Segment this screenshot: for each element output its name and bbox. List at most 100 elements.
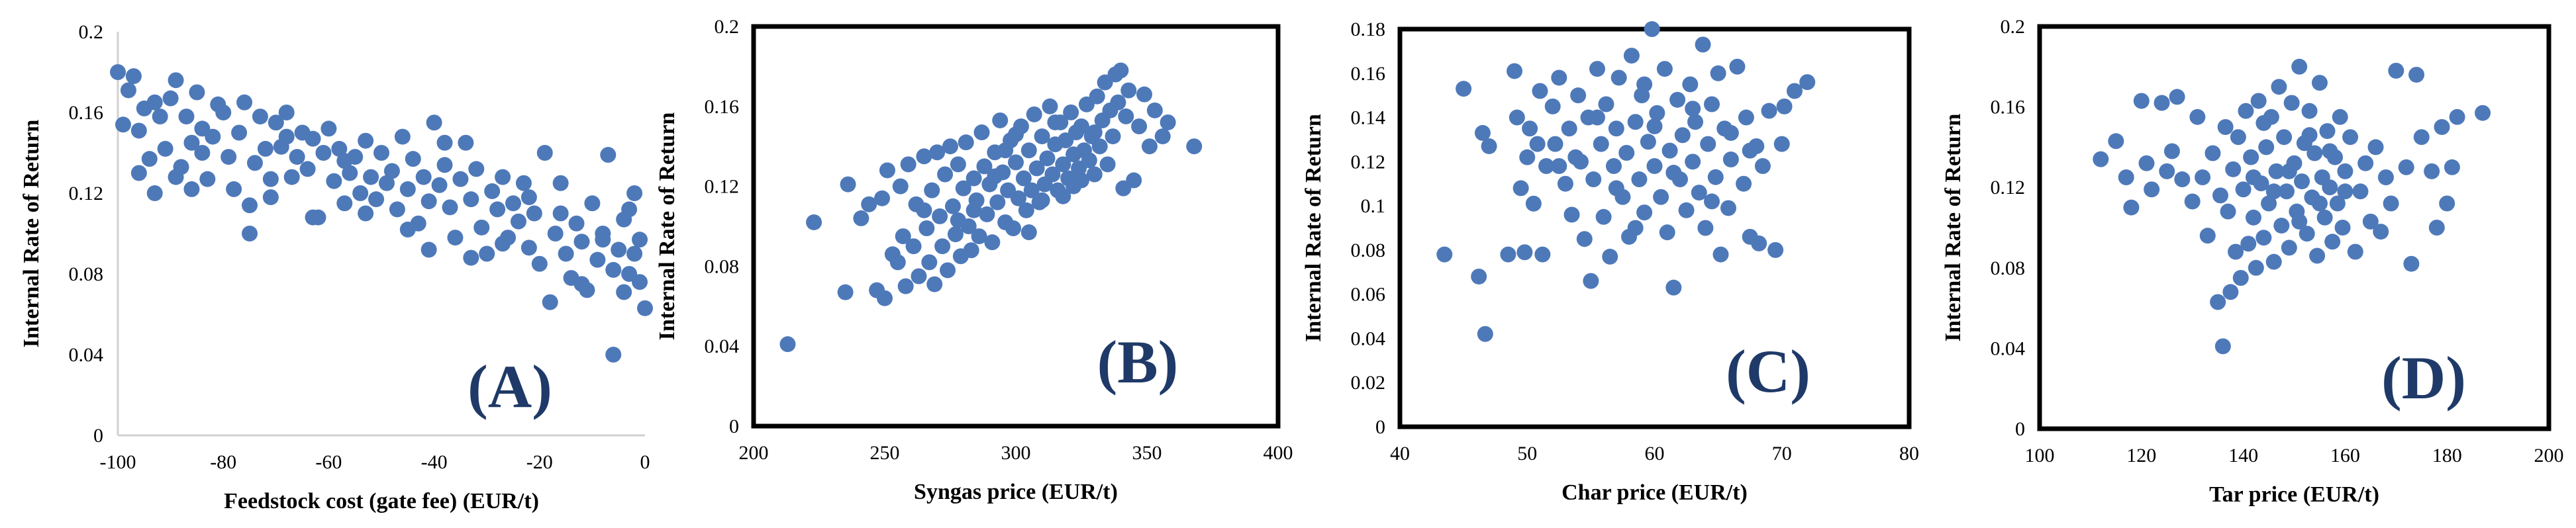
data-point bbox=[2428, 220, 2445, 236]
data-point bbox=[926, 276, 943, 292]
data-point bbox=[2334, 220, 2351, 236]
data-point bbox=[1754, 158, 1771, 175]
data-point bbox=[2408, 66, 2425, 83]
data-point bbox=[889, 254, 906, 271]
data-point bbox=[632, 232, 648, 248]
data-point bbox=[336, 195, 353, 212]
data-point bbox=[1687, 114, 1704, 130]
data-point bbox=[1529, 136, 1546, 152]
data-point bbox=[2228, 243, 2244, 260]
x-tick-label: 70 bbox=[1772, 443, 1792, 464]
data-point bbox=[458, 134, 474, 151]
data-point bbox=[1646, 118, 1663, 134]
data-point bbox=[2388, 62, 2404, 79]
data-point bbox=[895, 228, 911, 245]
panel-label: (A) bbox=[468, 353, 552, 420]
data-point bbox=[1020, 142, 1037, 159]
plot-frame bbox=[2037, 24, 2551, 431]
data-point bbox=[1089, 88, 1105, 105]
panel-label: (B) bbox=[1097, 328, 1179, 396]
data-point bbox=[1623, 48, 1640, 64]
data-point bbox=[1576, 231, 1593, 247]
data-point bbox=[632, 274, 648, 290]
data-point bbox=[1567, 149, 1584, 165]
data-point bbox=[246, 155, 263, 171]
data-point bbox=[1707, 169, 1724, 185]
data-point bbox=[2225, 161, 2242, 177]
data-point bbox=[326, 173, 342, 189]
x-axis-title: Tar price (EUR/t) bbox=[2209, 482, 2379, 507]
data-point bbox=[2281, 163, 2297, 179]
y-tick-label: 0.12 bbox=[1351, 151, 1386, 173]
data-point bbox=[289, 149, 305, 165]
data-point bbox=[1589, 61, 1605, 77]
x-tick-label: -40 bbox=[421, 451, 448, 473]
data-point bbox=[958, 134, 974, 151]
y-tick-label: 0 bbox=[93, 425, 103, 447]
data-point bbox=[1589, 109, 1605, 126]
data-point bbox=[2138, 155, 2155, 171]
data-point bbox=[162, 90, 179, 107]
data-point bbox=[1034, 192, 1050, 208]
data-point bbox=[1522, 120, 1538, 137]
data-point bbox=[877, 290, 893, 306]
data-point bbox=[1649, 105, 1665, 121]
y-tick-label: 0.04 bbox=[705, 335, 740, 357]
data-point bbox=[331, 140, 348, 157]
data-point bbox=[189, 84, 205, 101]
data-point bbox=[616, 284, 632, 300]
data-point bbox=[2265, 183, 2282, 200]
data-points bbox=[779, 62, 1203, 353]
x-tick-label: -20 bbox=[526, 451, 553, 473]
data-point bbox=[1055, 156, 1071, 173]
data-point bbox=[2243, 149, 2259, 165]
data-point bbox=[1653, 189, 1669, 205]
data-point bbox=[1608, 180, 1624, 197]
data-point bbox=[2222, 284, 2239, 300]
data-point bbox=[1015, 170, 1032, 187]
data-point bbox=[463, 249, 479, 266]
data-point bbox=[2311, 75, 2328, 91]
data-point bbox=[589, 251, 606, 268]
data-point bbox=[1126, 172, 1142, 189]
data-point bbox=[1570, 87, 1587, 104]
y-tick-label: 0.2 bbox=[715, 16, 740, 38]
data-point bbox=[515, 175, 532, 191]
data-point bbox=[1551, 69, 1567, 86]
data-point bbox=[436, 134, 453, 151]
data-point bbox=[389, 201, 405, 218]
data-point bbox=[1685, 154, 1701, 170]
data-point bbox=[1751, 235, 1767, 251]
data-point bbox=[1131, 118, 1148, 134]
data-point bbox=[611, 242, 627, 258]
data-point bbox=[268, 114, 284, 131]
data-point bbox=[997, 142, 1014, 159]
x-tick-label: 350 bbox=[1132, 442, 1162, 464]
data-point bbox=[2232, 270, 2249, 286]
data-point bbox=[947, 226, 964, 243]
data-point bbox=[479, 245, 495, 262]
data-point bbox=[399, 181, 416, 197]
data-point bbox=[2347, 243, 2363, 260]
data-point bbox=[1042, 98, 1058, 114]
data-point bbox=[2377, 169, 2394, 185]
data-point bbox=[342, 165, 358, 181]
x-axis-title: Char price (EUR/t) bbox=[1561, 480, 1748, 505]
y-tick-label: 0.04 bbox=[69, 344, 104, 366]
data-point bbox=[2245, 169, 2261, 185]
data-point bbox=[1704, 96, 1720, 112]
data-point bbox=[2210, 294, 2226, 310]
data-point bbox=[242, 197, 258, 214]
x-tick-label: 160 bbox=[2330, 445, 2360, 466]
y-tick-label: 0.08 bbox=[1351, 240, 1386, 261]
data-point bbox=[1020, 224, 1037, 241]
data-point bbox=[2398, 159, 2414, 175]
data-point bbox=[987, 168, 1003, 185]
data-point bbox=[584, 195, 601, 212]
data-point bbox=[2357, 155, 2374, 171]
data-point bbox=[1636, 204, 1653, 221]
scatter-panel-1: -100 -80 -60 -40 -20 0 0 0.04 0.08 0.12 0.16 0.2 Fee… bbox=[19, 21, 653, 513]
data-point bbox=[2261, 195, 2277, 212]
data-point bbox=[2294, 173, 2310, 190]
data-point bbox=[2258, 139, 2275, 155]
